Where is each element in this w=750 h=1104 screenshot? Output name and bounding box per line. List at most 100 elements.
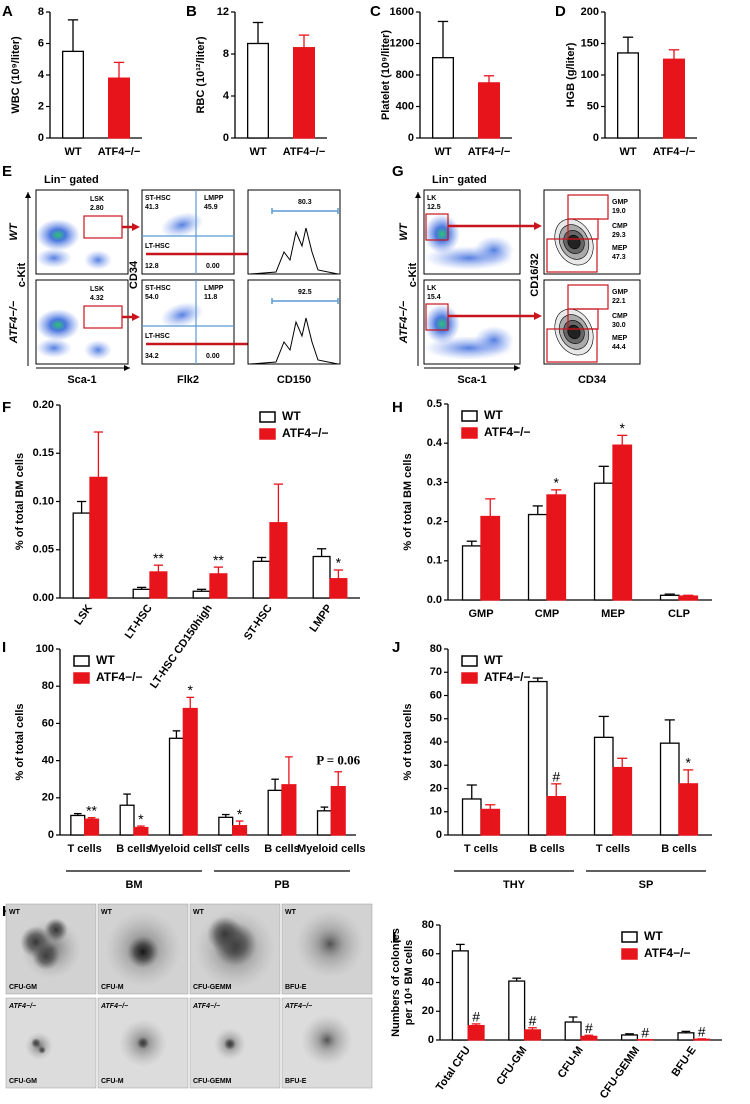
y-tick-label: 150	[581, 37, 599, 49]
error-bar	[484, 76, 494, 83]
y-tick-label: 50	[587, 100, 599, 112]
bar	[170, 738, 184, 835]
error-bar	[533, 506, 543, 515]
group-label: PB	[274, 879, 289, 891]
image-label: CFU-GEMM	[193, 1078, 232, 1085]
gate-label: CMP	[612, 223, 628, 230]
error-bar	[285, 757, 293, 785]
error-bar	[334, 570, 343, 579]
gate-label: LT-HSC	[145, 333, 170, 340]
colony	[317, 1030, 337, 1050]
x-tick-label: T cells	[216, 843, 250, 855]
y-tick-label: 0.15	[33, 447, 54, 459]
gate-label: CMP	[612, 313, 628, 320]
bar	[270, 523, 287, 598]
error-bar	[334, 772, 342, 787]
x-tick-label: T cells	[464, 843, 498, 855]
y-tick-label: 0.4	[427, 437, 443, 449]
y-tick-label: 0.1	[427, 555, 442, 567]
legend-swatch	[462, 673, 477, 683]
significance-label: #	[472, 1009, 480, 1025]
y-tick-label: 0	[593, 132, 599, 144]
panel-letter: H	[392, 399, 403, 416]
y-tick-label: 8	[223, 48, 229, 60]
y-tick-label: 100	[36, 643, 54, 655]
panel-letter: B	[186, 3, 197, 20]
bar	[622, 1035, 638, 1040]
y-axis-label: per 10⁴ BM cells	[403, 940, 415, 1026]
image-label: BFU-E	[285, 1078, 307, 1085]
plot-frame	[248, 280, 340, 364]
bar	[210, 574, 227, 598]
gate-label: LSK	[90, 196, 104, 203]
y-tick-label: 0	[428, 1034, 434, 1046]
error-bar	[467, 541, 477, 546]
error-bar	[271, 779, 279, 790]
gate-label: 80.3	[298, 199, 312, 206]
legend-label: ATF4−/−	[484, 670, 530, 684]
error-bar	[438, 21, 448, 57]
bar	[565, 1022, 581, 1040]
legend-label: ATF4−/−	[484, 425, 530, 439]
bar	[183, 709, 197, 835]
y-tick-label: 40	[422, 976, 434, 988]
y-axis-label: % of total cells	[14, 703, 26, 780]
significance-label: *	[188, 682, 194, 698]
colony	[214, 1028, 246, 1060]
significance-label: *	[554, 475, 560, 491]
significance-label: #	[552, 769, 560, 785]
legend-label: WT	[644, 929, 663, 943]
image-label: ATF4−/−	[284, 1003, 312, 1010]
x-tick-label: CFU-GEMM	[598, 1045, 643, 1099]
cell-cloud	[36, 248, 72, 268]
group-label: THY	[503, 879, 526, 891]
image-label: CFU-GEMM	[193, 984, 232, 991]
error-bar	[123, 794, 131, 805]
axis-label: Sca-1	[67, 374, 96, 386]
image-label: BFU-E	[285, 984, 307, 991]
error-bar	[665, 720, 675, 743]
error-bar	[186, 697, 194, 708]
panel-letter: I	[2, 639, 6, 656]
significance-label: *	[620, 420, 626, 436]
axis-label: CD16/32	[529, 253, 541, 296]
x-tick-label: ATF4−/−	[283, 146, 326, 158]
significance-label: #	[698, 1024, 706, 1040]
bar	[331, 787, 345, 835]
significance-label: **	[153, 550, 164, 566]
image-label: ATF4−/−	[192, 1003, 220, 1010]
gate-label: LT-HSC	[145, 243, 170, 250]
bar	[433, 58, 454, 138]
error-bar	[617, 758, 627, 767]
error-bar	[68, 20, 78, 52]
bar	[661, 743, 679, 835]
gate-title: Lin⁻ gated	[432, 174, 487, 186]
y-tick-label: 100	[581, 69, 599, 81]
axis-label: c-Kit	[407, 262, 419, 287]
gate-label: 19.0	[612, 208, 626, 215]
x-tick-label: ATF4−/−	[468, 146, 511, 158]
gate-label: 12.8	[145, 263, 159, 270]
y-tick-label: 60	[430, 689, 442, 701]
legend-label: WT	[96, 653, 115, 667]
panel-letter: A	[2, 3, 13, 20]
bar	[268, 790, 282, 835]
bar	[71, 815, 85, 835]
bar	[150, 572, 167, 598]
significance-label: #	[641, 1024, 649, 1040]
x-tick-label: WT	[64, 146, 81, 158]
bar	[233, 826, 247, 835]
y-tick-label: 0	[436, 829, 442, 841]
gate-label: 34.2	[145, 353, 159, 360]
cell-cloud	[36, 338, 72, 358]
y-tick-label: 70	[430, 666, 442, 678]
y-tick-label: 0	[48, 829, 54, 841]
y-tick-label: 400	[396, 100, 414, 112]
bar	[661, 595, 679, 600]
bar	[679, 596, 697, 600]
gate-label: MEP	[612, 245, 628, 252]
bar	[253, 561, 270, 598]
colony	[25, 1032, 53, 1060]
bar	[664, 59, 685, 138]
bar	[525, 1030, 541, 1040]
